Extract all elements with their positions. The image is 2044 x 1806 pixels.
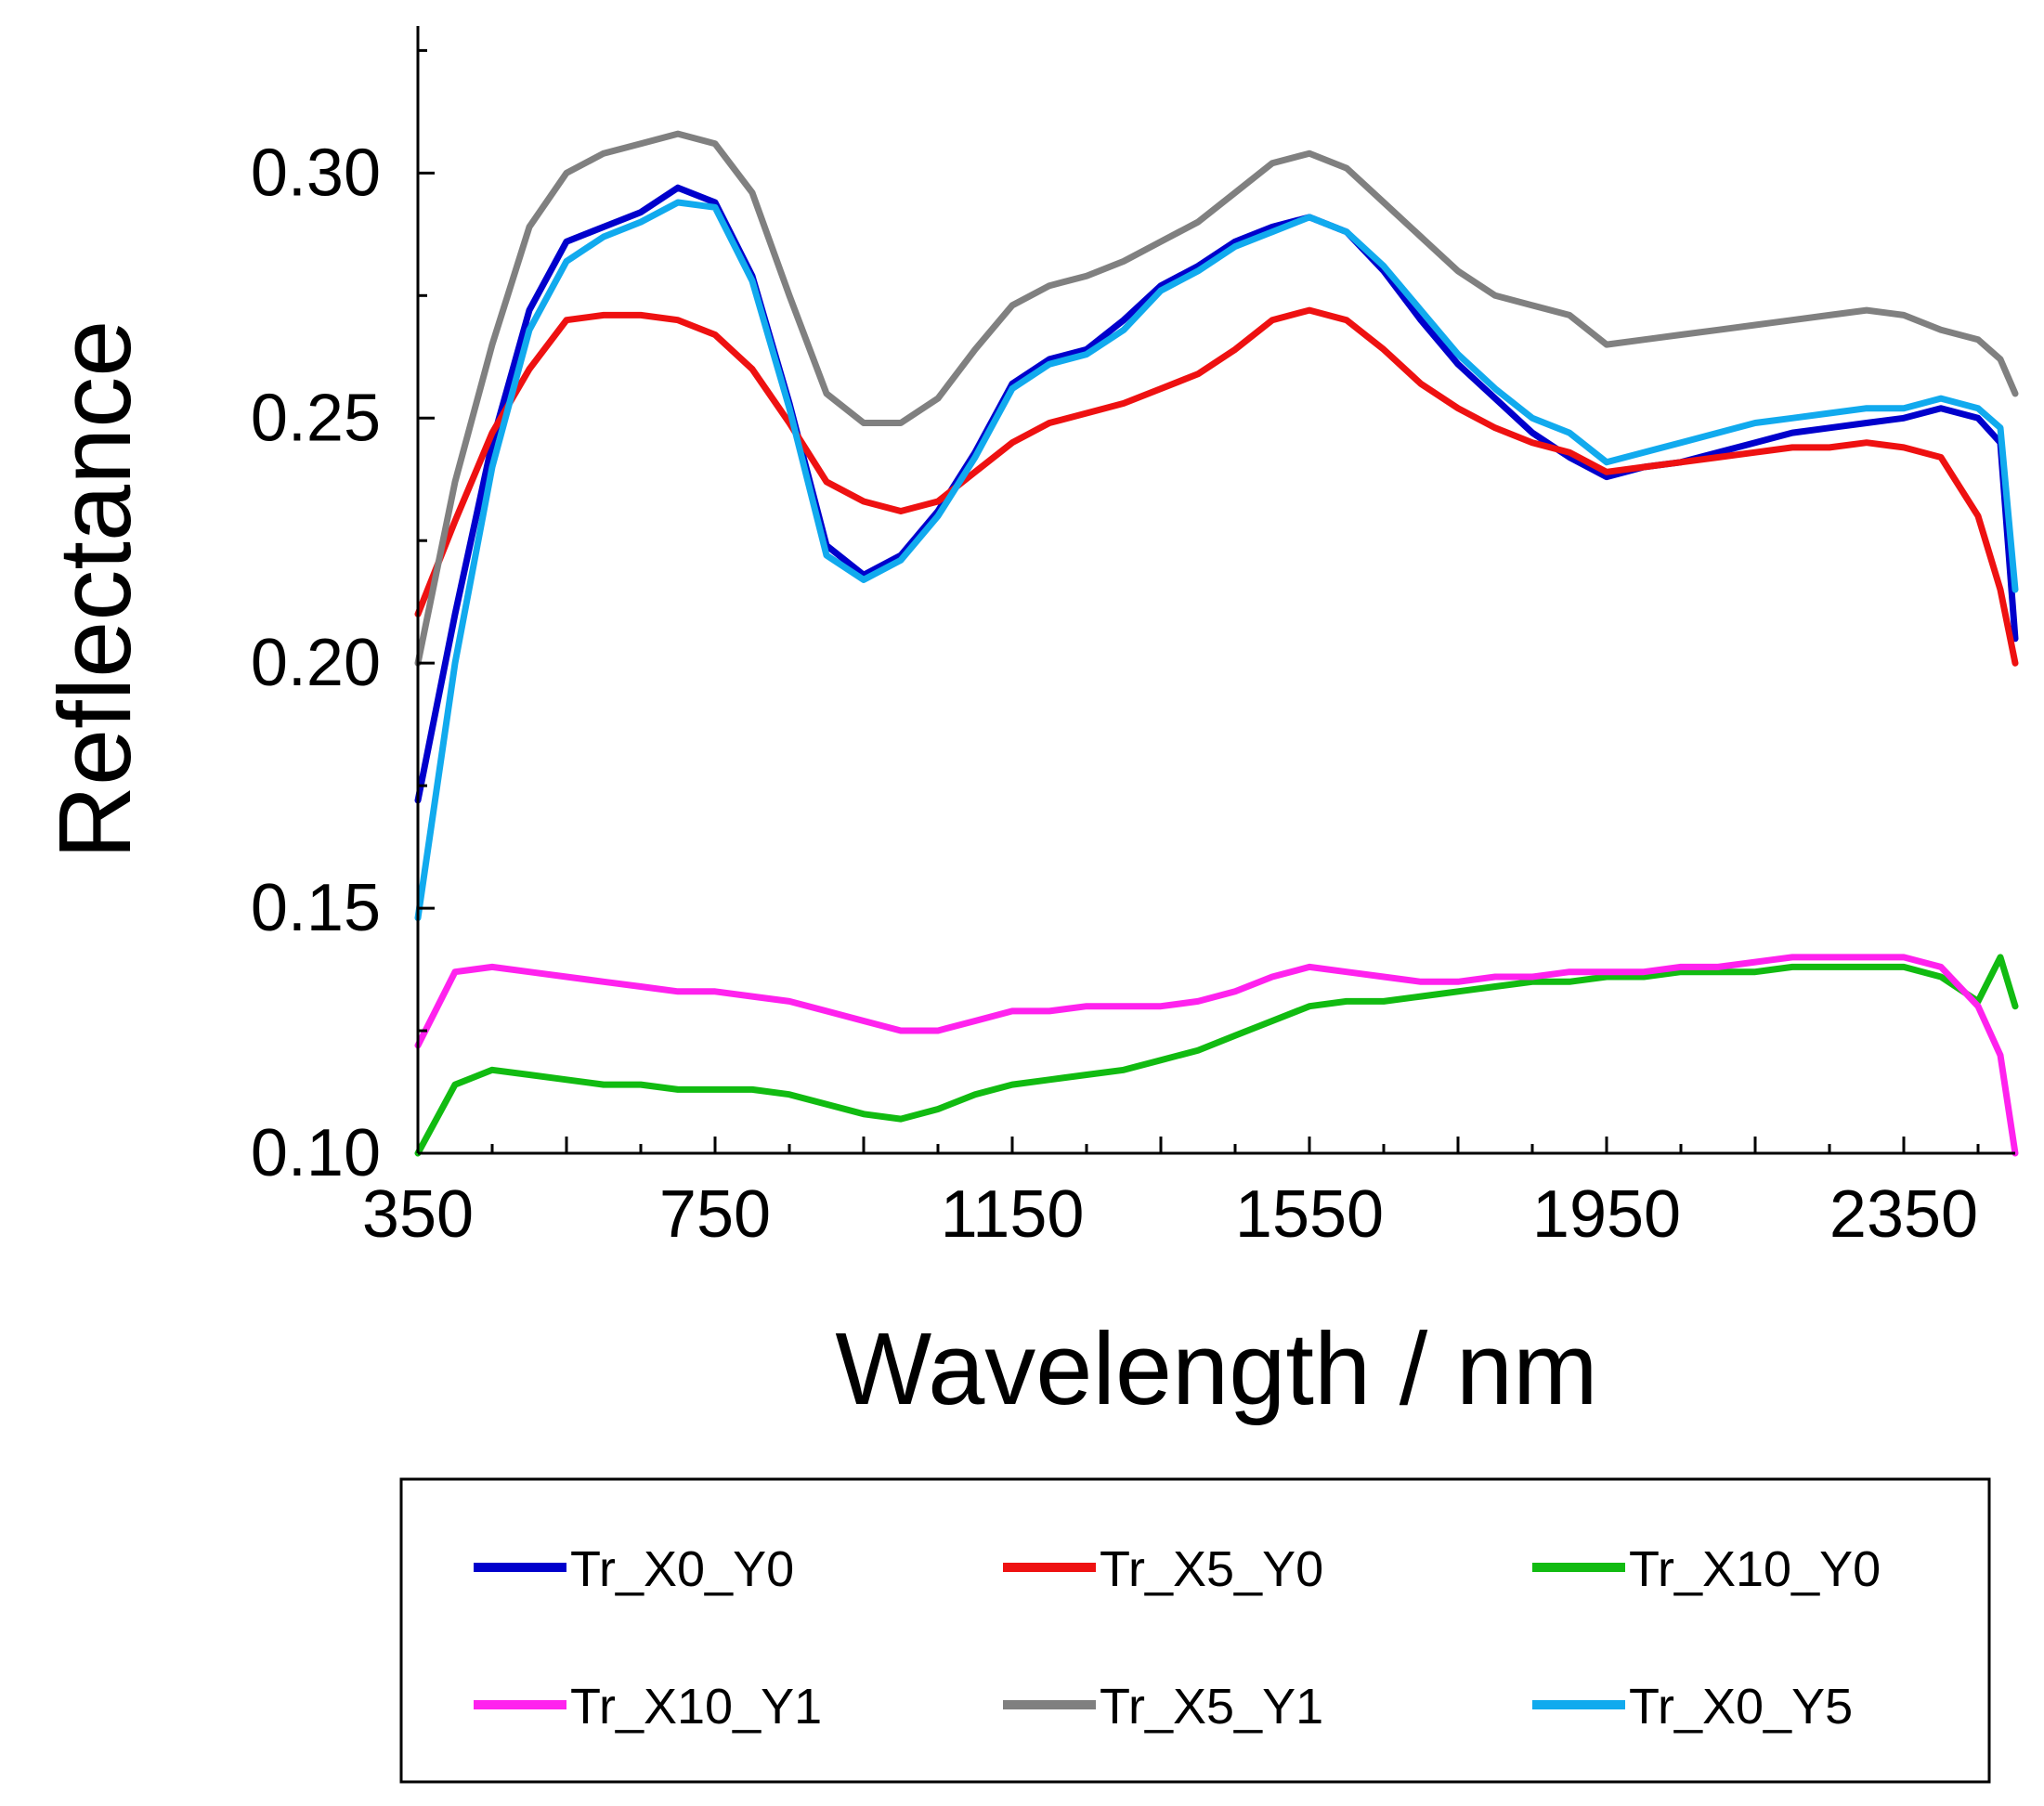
y-tick-label: 0.25	[251, 381, 381, 455]
y-axis-title: Reflectance	[38, 320, 152, 860]
x-tick-label: 350	[362, 1177, 474, 1252]
legend-label: Tr_X10_Y0	[1629, 1541, 1881, 1597]
y-tick-label: 0.10	[251, 1116, 381, 1190]
y-tick-label: 0.30	[251, 136, 381, 210]
legend-label: Tr_X10_Y1	[570, 1679, 822, 1735]
y-tick-labels: 0.10 0.15 0.20 0.25 0.30	[251, 136, 381, 1190]
series-line-Tr_X10_Y0	[414, 954, 2019, 1157]
y-tick-label: 0.15	[251, 871, 381, 945]
series-line-Tr_X0_Y0	[414, 184, 2019, 804]
x-tick-label: 1150	[941, 1177, 1085, 1252]
series-line-Tr_X0_Y5	[414, 199, 2019, 922]
x-tick-label: 750	[659, 1177, 771, 1252]
series-line-Tr_X5_Y0	[414, 306, 2019, 667]
series-line-Tr_X10_Y1	[414, 954, 2019, 1157]
x-tick-labels: 350 750 1150 1550 1950 2350	[362, 1177, 1978, 1252]
legend-label: Tr_X0_Y0	[570, 1541, 794, 1597]
x-tick-label: 2350	[1829, 1177, 1978, 1252]
y-tick-label: 0.20	[251, 626, 381, 700]
x-axis-title: Wavelength / nm	[835, 1312, 1597, 1426]
legend: Tr_X0_Y0 Tr_X5_Y0 Tr_X10_Y0 Tr_X10_Y1 Tr_X5_…	[399, 1477, 1991, 1784]
legend-label: Tr_X5_Y0	[1100, 1541, 1323, 1597]
legend-box	[399, 1477, 1991, 1784]
legend-label: Tr_X5_Y1	[1100, 1679, 1323, 1735]
series-line-Tr_X5_Y1	[414, 130, 2019, 667]
series-lines	[414, 130, 2019, 1157]
axes	[416, 26, 2015, 1155]
legend-label: Tr_X0_Y5	[1629, 1679, 1853, 1735]
x-tick-label: 1950	[1532, 1177, 1681, 1252]
x-tick-label: 1550	[1235, 1177, 1384, 1252]
